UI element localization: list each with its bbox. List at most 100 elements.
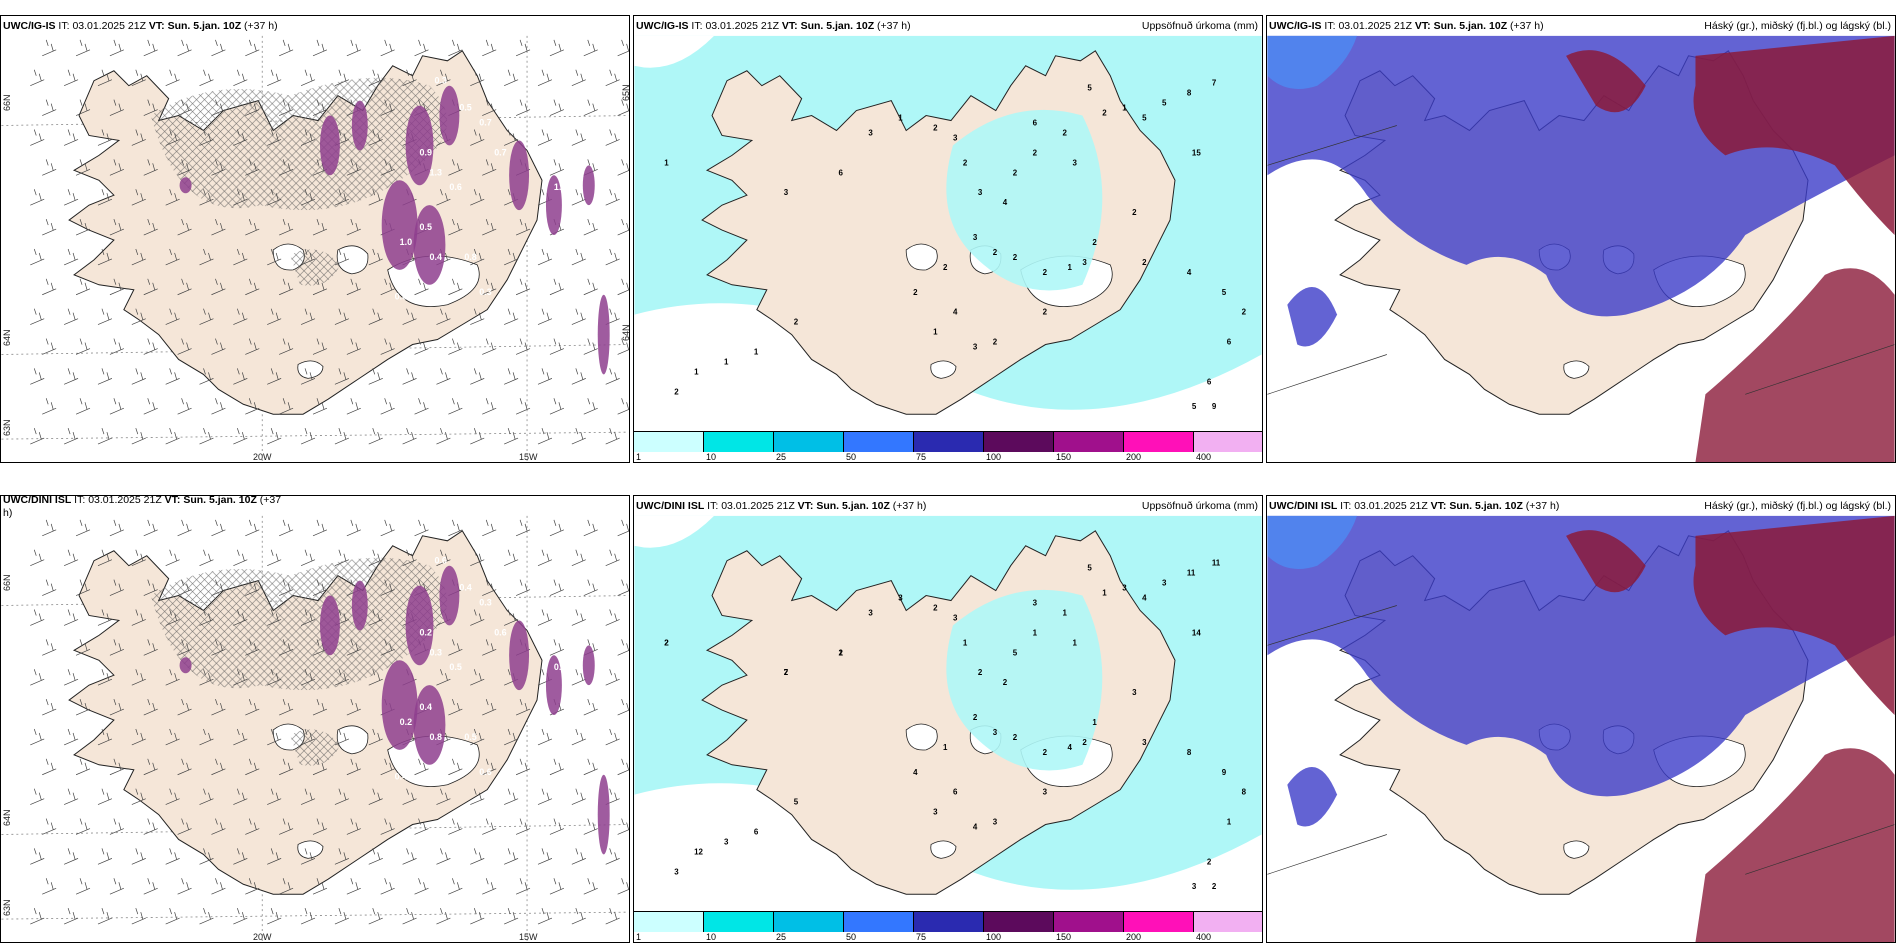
precip-value-label: 4 — [1067, 743, 1072, 752]
wind-barb — [380, 398, 395, 415]
wind-speed-shade — [582, 165, 595, 206]
wind-speed-shade — [413, 685, 446, 765]
wind-barb — [279, 758, 294, 776]
wind-barb — [30, 549, 45, 567]
wind-barb — [583, 519, 598, 537]
wind-barb — [177, 99, 192, 116]
wind-value-label: 0.2 — [405, 272, 417, 282]
wind-barb — [300, 129, 316, 146]
wind-barb — [131, 728, 146, 746]
wind-value-label: 0.8 — [429, 732, 441, 742]
wind-barb — [233, 788, 248, 805]
precip-value-label: 1 — [754, 347, 759, 356]
boundary-line — [1267, 125, 1397, 166]
wind-barb — [380, 39, 395, 57]
wind-barb — [448, 519, 463, 537]
wind-barb — [131, 189, 146, 206]
wind-barb — [470, 129, 485, 146]
glacier-myrdalsjokull — [297, 840, 324, 859]
wind-value-label: 0.4 — [420, 702, 432, 712]
wind-barb — [368, 669, 383, 686]
precip-value-label: 6 — [838, 168, 843, 177]
wind-barb — [42, 758, 57, 776]
wind-barb — [63, 788, 79, 805]
colorbar-tick-label: 200 — [1126, 452, 1142, 462]
wind-barb — [549, 398, 565, 415]
wind-barb — [605, 848, 620, 865]
wind-barb — [571, 669, 586, 686]
wind-barb — [30, 428, 45, 445]
precip-value-label: 2 — [1242, 308, 1247, 317]
wind-barb — [583, 338, 598, 355]
wind-barb — [312, 758, 328, 776]
wind-barb — [97, 189, 113, 206]
precip-value-label: 2 — [978, 668, 983, 677]
wind-barb — [482, 878, 497, 895]
precip-value-label: 6 — [754, 827, 759, 836]
wind-barb — [245, 758, 260, 776]
precip-value-label: 1 — [898, 114, 903, 123]
wind-barb — [233, 308, 248, 325]
wind-barb — [482, 338, 497, 355]
wind-barb — [368, 908, 383, 925]
wind-barb — [97, 908, 113, 925]
precip-value-label: 4 — [953, 308, 958, 317]
wind-barb — [165, 368, 180, 385]
wind-barb — [312, 338, 328, 355]
precip-shade-land — [946, 109, 1103, 291]
wind-barb — [279, 818, 294, 835]
wind-barb — [334, 788, 349, 805]
wind-barb — [470, 669, 485, 686]
wind-barb — [549, 878, 565, 895]
wind-barb — [537, 609, 553, 626]
wind-barb — [30, 609, 45, 626]
wind-barb — [448, 818, 463, 835]
wind-barb — [605, 428, 620, 445]
map-panel-precip-igis: UWC/IG-IS IT: 03.01.2025 21Z VT: Sun. 5.… — [633, 15, 1263, 463]
wind-barb — [63, 368, 79, 385]
wind-barb — [143, 338, 158, 355]
wind-barb — [245, 99, 260, 116]
precip-value-label: 1 — [933, 328, 938, 337]
colorbar-tick-label: 400 — [1196, 932, 1212, 942]
wind-barb — [211, 398, 226, 415]
colorbar-tick-label: 10 — [706, 452, 717, 462]
wind-barb — [75, 338, 91, 355]
wind-barb — [279, 878, 294, 895]
wind-barb — [515, 818, 531, 835]
wind-barb — [245, 159, 260, 176]
wind-barb — [165, 728, 180, 746]
wind-barb — [75, 579, 91, 596]
wind-barb — [143, 99, 158, 116]
precip-value-label: 3 — [1082, 258, 1087, 267]
wind-barb — [504, 69, 519, 87]
wind-barb — [549, 639, 565, 656]
wind-barb — [537, 788, 553, 805]
wind-barb — [312, 519, 328, 537]
wind-barb — [63, 549, 79, 567]
wind-barb — [245, 218, 260, 236]
precip-value-label: 2 — [993, 338, 998, 347]
wind-barb — [300, 609, 316, 626]
wind-barb — [75, 698, 91, 716]
precip-value-label: 1 — [1122, 104, 1127, 113]
wind-barb — [177, 278, 192, 296]
wind-barb — [63, 609, 79, 626]
wind-speed-shade — [545, 655, 562, 716]
panel-variable-title: Háský (gr.), miðský (fj.bl.) og lágský (… — [1704, 500, 1891, 512]
precip-value-label: 2 — [1033, 148, 1038, 157]
wind-barb — [482, 99, 497, 116]
wind-barb — [448, 878, 463, 895]
wind-barb — [605, 549, 620, 567]
precip-value-label: 3 — [868, 608, 873, 617]
wind-barb — [300, 428, 316, 445]
wind-barb — [267, 549, 282, 567]
wind-barb — [165, 908, 180, 925]
precip-value-label: 5 — [1142, 114, 1147, 123]
mid-cloud-area — [1267, 515, 1358, 570]
wind-barb — [571, 308, 586, 325]
wind-barb — [97, 69, 113, 87]
wind-barb — [504, 908, 519, 925]
wind-barb — [515, 278, 531, 296]
wind-barb — [199, 728, 214, 746]
